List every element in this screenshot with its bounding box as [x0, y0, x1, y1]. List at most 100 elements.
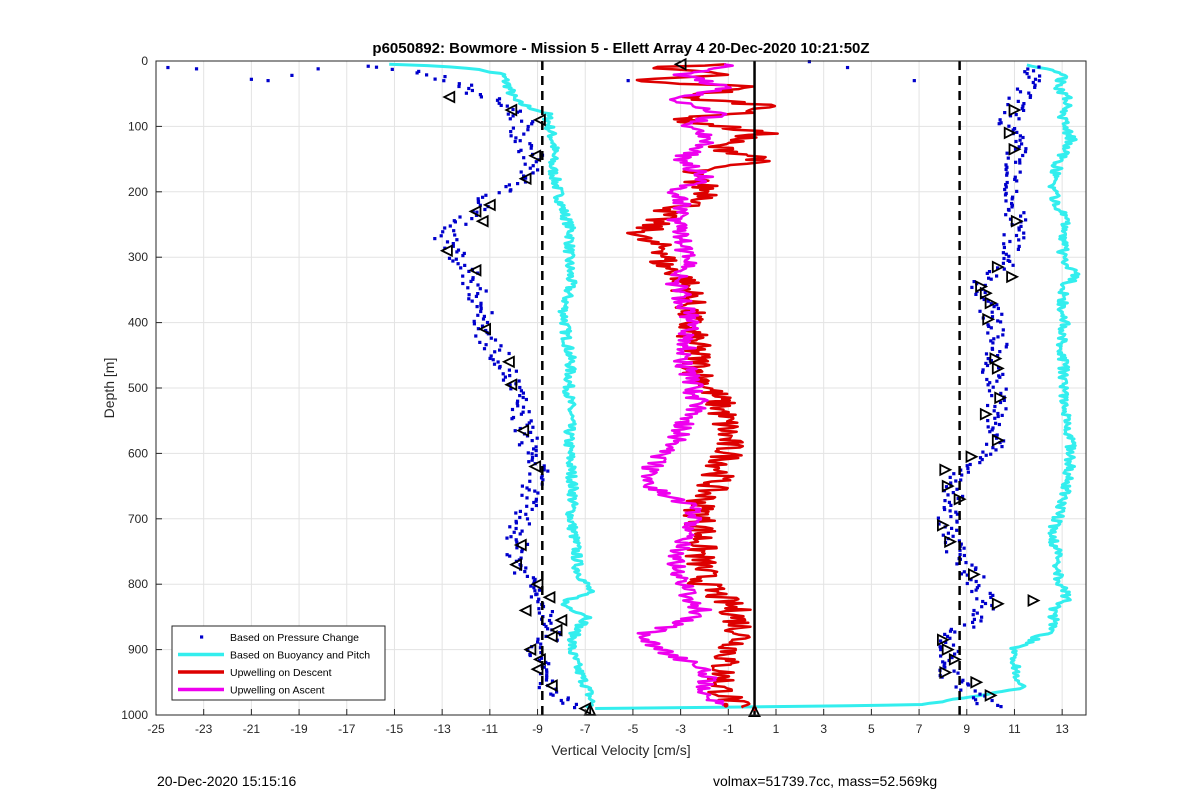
pressure-point [527, 410, 531, 414]
x-tick-label: -13 [433, 722, 451, 736]
pressure-point [464, 91, 468, 95]
pressure-point [939, 639, 943, 643]
pressure-point [374, 65, 379, 69]
pressure-point [1013, 175, 1017, 179]
pressure-point [1011, 195, 1015, 199]
pressure-point [1021, 153, 1025, 158]
triangle-right-marker [1003, 126, 1017, 140]
pressure-point [516, 182, 520, 186]
pressure-point [978, 309, 982, 313]
pressure-point [974, 698, 978, 702]
pressure-point [988, 381, 992, 385]
x-tick-label: -17 [338, 722, 356, 736]
pressure-outlier-point [807, 60, 811, 64]
pressure-point [949, 515, 953, 519]
pressure-point [973, 567, 978, 571]
pressure-point [540, 474, 544, 478]
pressure-point [520, 550, 524, 554]
pressure-point [949, 627, 953, 631]
triangle-left-marker [544, 679, 558, 693]
pressure-point [542, 622, 546, 626]
pressure-point [1005, 342, 1009, 346]
pressure-point [558, 631, 562, 635]
pressure-point [999, 121, 1003, 125]
pressure-point [525, 542, 530, 546]
pressure-point [509, 535, 513, 539]
buoyancy-profile-1 [595, 63, 1081, 710]
pressure-point [995, 433, 999, 437]
pressure-point [561, 701, 565, 705]
pressure-point [946, 493, 950, 497]
pressure-point [1005, 180, 1009, 185]
pressure-point [448, 224, 452, 228]
pressure-point [534, 449, 538, 453]
pressure-point [990, 347, 995, 351]
pressure-point [476, 313, 480, 317]
pressure-point [962, 623, 967, 627]
pressure-point [980, 615, 984, 619]
pressure-point [481, 195, 485, 199]
pressure-point [461, 254, 465, 258]
pressure-point [977, 584, 981, 588]
triangle-left-marker [518, 603, 532, 617]
pressure-point [547, 662, 551, 666]
pressure-point [534, 160, 538, 164]
x-axis-title: Vertical Velocity [cm/s] [551, 742, 690, 758]
pressure-point [514, 538, 518, 542]
pressure-point [516, 399, 520, 403]
pressure-point [547, 618, 552, 623]
pressure-point [1006, 156, 1010, 160]
pressure-point [467, 293, 471, 297]
buoyancy-profile-0 [389, 62, 596, 710]
triangle-right-marker [941, 479, 955, 493]
pressure-point [503, 375, 507, 379]
pressure-point [479, 95, 483, 99]
pressure-point [537, 588, 542, 592]
pressure-point [536, 637, 540, 641]
pressure-point [516, 404, 520, 408]
x-tick-label: -1 [723, 722, 734, 736]
pressure-point [943, 632, 947, 636]
pressure-outlier-point [166, 65, 170, 70]
pressure-point [457, 84, 461, 89]
pressure-point [960, 473, 964, 477]
pressure-point [531, 171, 535, 175]
pressure-point [1004, 163, 1008, 167]
pressure-point [1027, 91, 1031, 95]
x-tick-label: -25 [147, 722, 165, 736]
pressure-point [954, 479, 958, 483]
x-tick-label: -3 [675, 722, 686, 736]
y-tick-label: 0 [141, 54, 148, 68]
pressure-point [943, 507, 947, 512]
pressure-point [1002, 233, 1006, 237]
pressure-point [981, 370, 985, 374]
pressure-point [455, 238, 459, 242]
x-tick-label: -21 [243, 722, 261, 736]
pressure-point [1022, 236, 1026, 240]
pressure-point [998, 375, 1002, 379]
pressure-point [518, 509, 522, 513]
pressure-point [984, 352, 989, 356]
pressure-point [390, 67, 394, 71]
pressure-point [999, 320, 1003, 324]
pressure-point [937, 522, 941, 526]
pressure-point [443, 246, 447, 250]
pressure-point [1018, 134, 1022, 138]
pressure-point [517, 379, 521, 383]
triangle-left-marker [554, 613, 568, 627]
pressure-point [433, 237, 437, 241]
pressure-point [507, 183, 511, 187]
pressure-point [501, 372, 505, 376]
pressure-point [1038, 74, 1042, 78]
pressure-point [971, 613, 975, 617]
pressure-point [461, 281, 465, 286]
pressure-point [1017, 226, 1021, 230]
pressure-point [996, 703, 1000, 707]
pressure-point [515, 110, 519, 114]
pressure-point [532, 500, 536, 505]
x-tick-label: 1 [773, 722, 780, 736]
pressure-point [537, 686, 541, 690]
pressure-point [999, 391, 1003, 395]
legend-entries: Based on Pressure Change Based on Buoyanc… [178, 632, 370, 697]
triangle-left-marker [532, 652, 546, 666]
